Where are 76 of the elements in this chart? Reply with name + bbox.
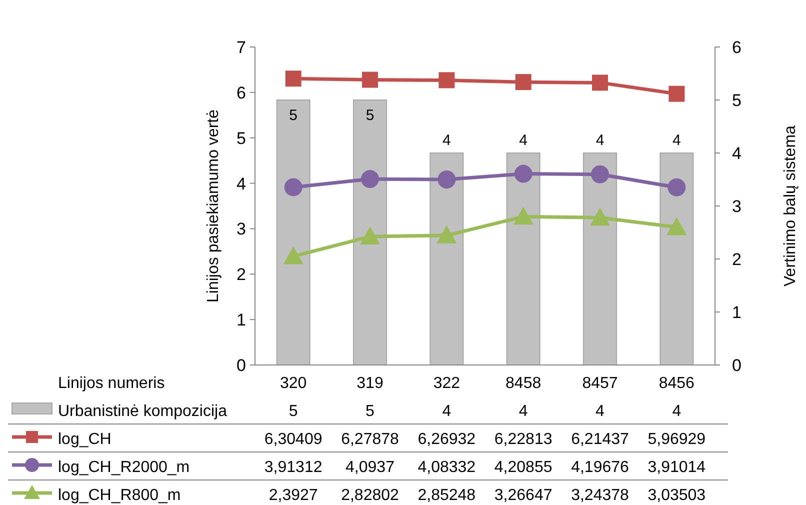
y-tick-label: 2 — [236, 265, 246, 284]
y2-tick-label: 6 — [732, 38, 742, 57]
data-label: 5 — [366, 403, 375, 420]
point — [362, 72, 378, 88]
data-label: 3,24378 — [571, 487, 630, 504]
data-label: 3,03503 — [648, 487, 706, 504]
legend-label: log_CH — [58, 431, 112, 448]
point — [361, 170, 379, 188]
data-label: 3,91312 — [264, 459, 322, 476]
point — [515, 74, 532, 90]
y-tick-label: 5 — [236, 128, 246, 148]
data-label: 3,91014 — [648, 459, 706, 476]
y-tick-label: 0 — [236, 356, 246, 375]
x-tick-label: 8458 — [506, 375, 542, 392]
point — [360, 226, 380, 245]
data-label: 4 — [518, 403, 528, 420]
data-label: 6,21437 — [571, 431, 630, 448]
x-tick-label: 319 — [356, 375, 384, 392]
y-axis-title: Linijos pasiekiamumo vertė — [205, 109, 222, 302]
text: 4 — [519, 132, 528, 149]
point — [590, 208, 610, 226]
x-tick-label: 8457 — [582, 375, 618, 392]
x-tick-label: 320 — [280, 375, 307, 392]
data-label: 2,3927 — [268, 487, 318, 504]
y2-tick-label: 0 — [732, 356, 742, 375]
data-label: 6,30409 — [264, 431, 322, 448]
point — [438, 170, 456, 188]
data-label: 6,22813 — [494, 431, 552, 448]
point — [668, 86, 685, 102]
y2-axis-title: Vertinimo balų sistema — [782, 125, 799, 286]
point — [514, 164, 532, 183]
y2-tick-label: 1 — [732, 303, 742, 322]
point — [513, 206, 534, 225]
y-tick-label: 1 — [236, 310, 246, 330]
y-tick-label: 4 — [236, 174, 246, 194]
data-label: 4,0937 — [346, 459, 395, 476]
point — [284, 178, 302, 196]
data-label: 3,26647 — [494, 487, 552, 504]
y-tick-label: 6 — [236, 83, 246, 102]
data-label: 5 — [288, 403, 298, 420]
x-tick-label: 322 — [433, 375, 460, 392]
y-tick-label: 3 — [236, 220, 246, 239]
legend-label: log_CH_R2000_m — [58, 459, 190, 476]
y2-tick-label: 5 — [732, 91, 742, 110]
data-label: 5,96929 — [648, 431, 706, 448]
data-label: 2,85248 — [418, 487, 476, 504]
legend-label: log_CH_R800_m — [58, 487, 181, 504]
data-label: 4 — [596, 403, 605, 420]
y2-tick-label: 2 — [732, 250, 742, 269]
point — [283, 246, 304, 264]
data-label: 4,08332 — [418, 459, 476, 476]
y2-tick-label: 3 — [732, 197, 742, 216]
data-label: 2,82802 — [341, 487, 400, 504]
data-label: 4,20855 — [494, 459, 552, 476]
point — [285, 70, 302, 87]
text: 4 — [442, 132, 451, 149]
legend-label: Urbanistinė kompozicija — [58, 403, 228, 420]
y2-tick-label: 4 — [732, 144, 742, 163]
text: 5 — [366, 107, 374, 124]
data-label: 6,26932 — [418, 431, 476, 448]
text: 4 — [672, 132, 681, 149]
point — [592, 74, 608, 91]
data-label: 6,27878 — [341, 431, 400, 448]
data-label: 4 — [672, 403, 682, 420]
point — [436, 225, 457, 244]
point — [666, 217, 687, 236]
text: 5 — [289, 107, 298, 124]
data-label: 4,19676 — [571, 459, 630, 476]
y-tick-label: 7 — [236, 38, 246, 57]
data-label: 4 — [442, 403, 452, 420]
x-tick-label: 8456 — [658, 375, 695, 392]
x-axis-title: Linijos numeris — [58, 375, 165, 392]
point — [438, 72, 455, 88]
text: 4 — [596, 132, 604, 149]
point — [591, 165, 609, 184]
point — [668, 178, 686, 196]
